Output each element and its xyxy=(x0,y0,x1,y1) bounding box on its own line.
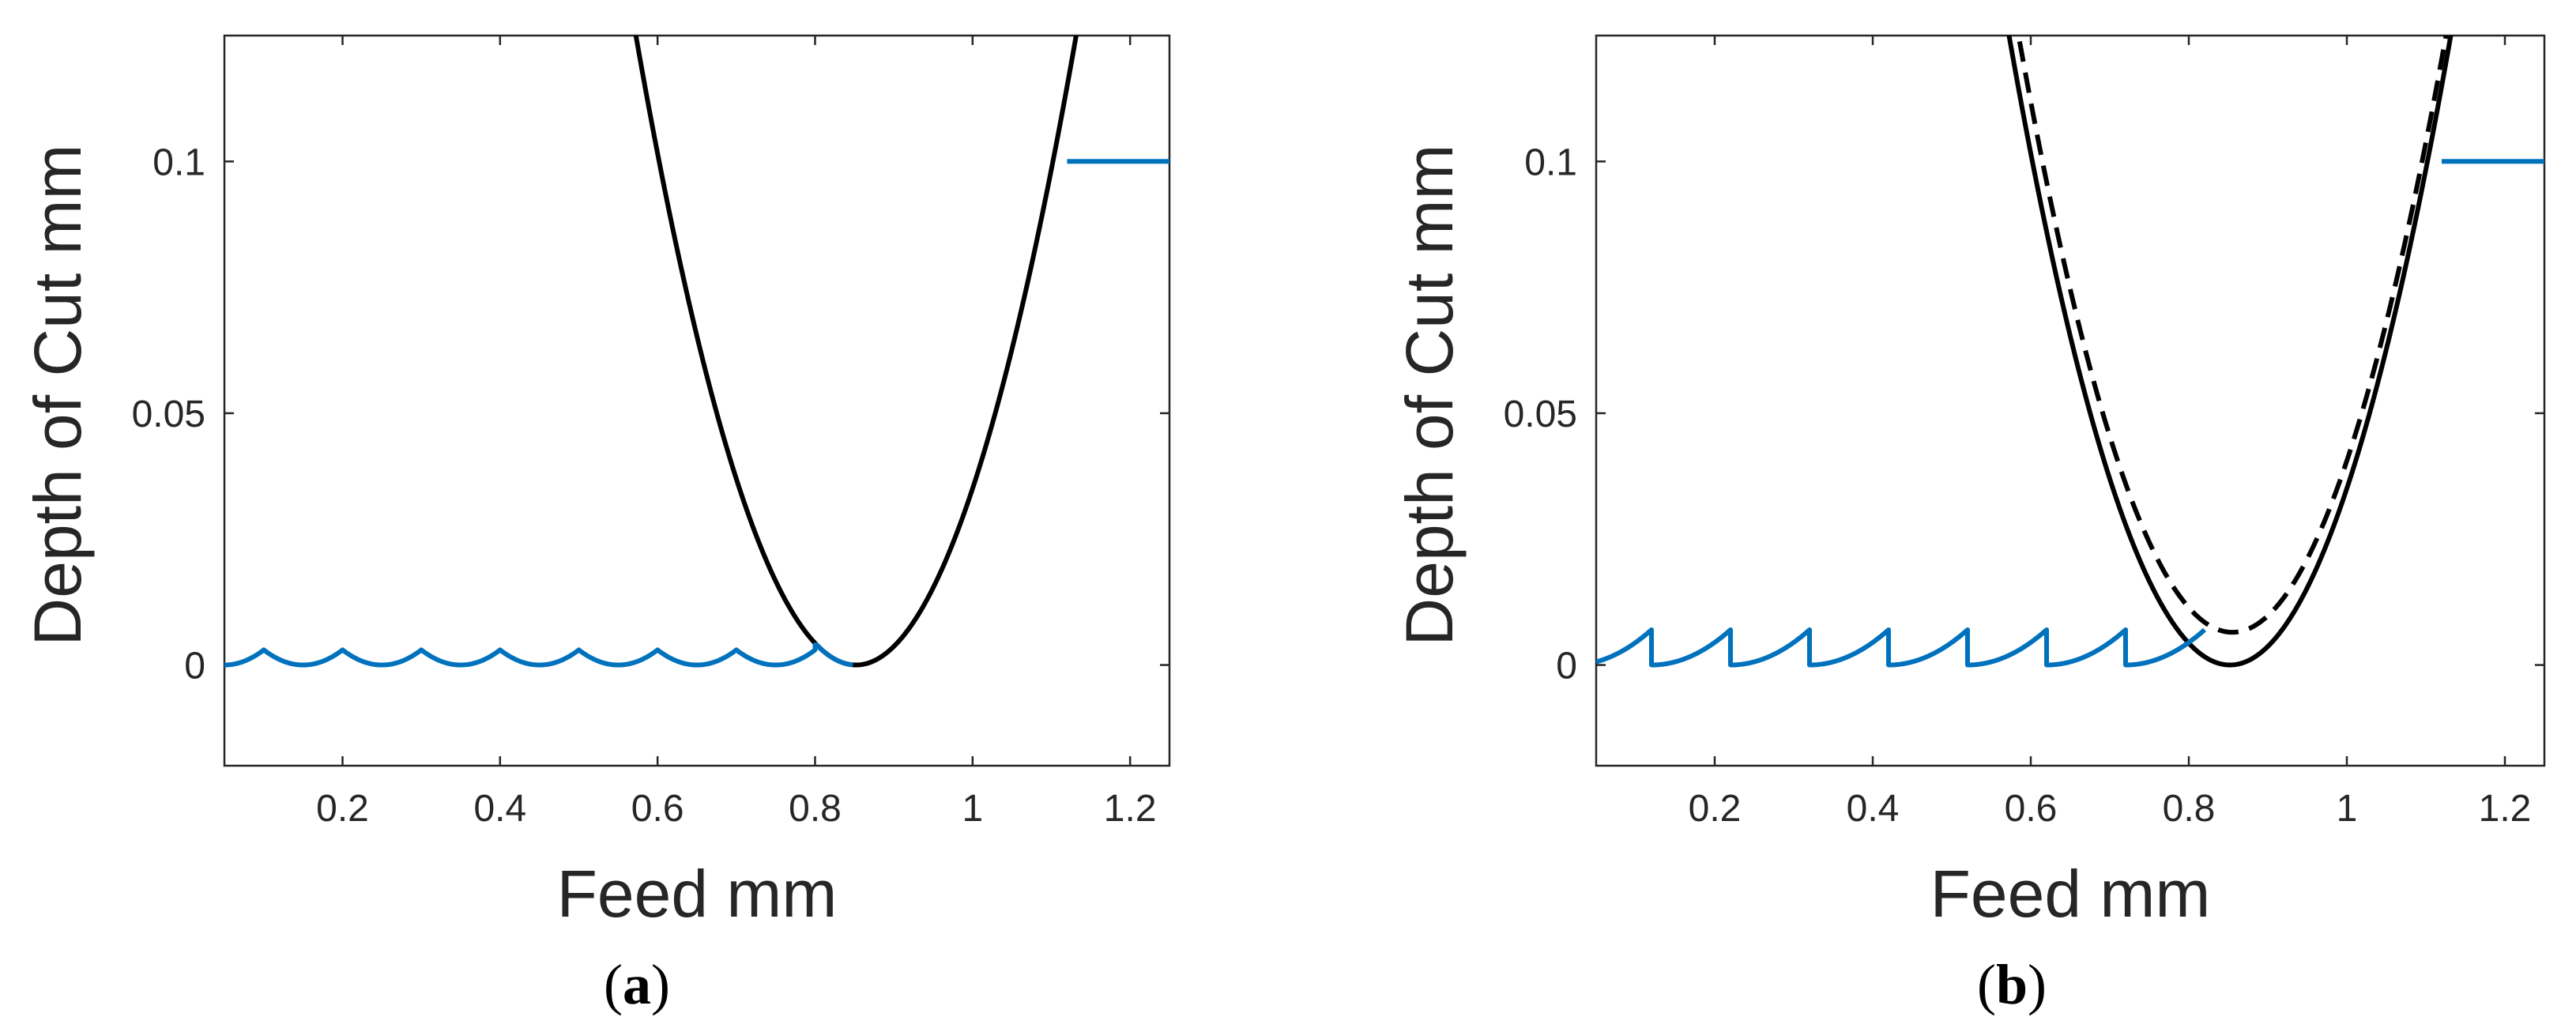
panel-a-xtick-label: 1.2 xyxy=(1104,788,1157,830)
panel-a-xtick-label: 0.8 xyxy=(789,788,842,830)
panel-b-xtick-label: 0.8 xyxy=(2163,788,2216,830)
panel-a-xtick-label: 0.4 xyxy=(473,788,526,830)
panel-b-plot-area xyxy=(1596,36,2544,668)
panel-a-tool-profile-line xyxy=(633,36,1079,668)
panel-a-xtick-label: 0.6 xyxy=(631,788,684,830)
panel-a-ytick-label: 0.05 xyxy=(132,394,205,435)
panel-b-tool-profile-dashed-line xyxy=(2016,36,2449,635)
panel-a-xlabel: Feed mm xyxy=(557,857,838,931)
panel-a-xtick-label: 1 xyxy=(962,788,983,830)
panel-a-ytick-label: 0 xyxy=(184,646,205,687)
panel-b-xtick-label: 0.4 xyxy=(1847,788,1900,830)
panel-a-surface-profile-line xyxy=(224,642,854,668)
panel-b-xtick-label: 0.6 xyxy=(2005,788,2058,830)
panel-a-plot-frame xyxy=(223,34,1171,767)
panel-b-label: (b) xyxy=(1977,953,2047,1016)
panel-b-surface-profile-line xyxy=(1596,627,2206,668)
panel-b-label-letter: b xyxy=(1996,953,2028,1016)
panel-a-label: (a) xyxy=(604,953,670,1016)
panel-a-ytick-label: 0.1 xyxy=(153,141,205,183)
panel-b-ytick-label: 0 xyxy=(1556,646,1577,687)
panel-b: 0.2 0.4 0.6 0.8 1 1.2 0 0.05 0.1 Feed mm Depth o… xyxy=(1392,34,2546,1016)
panel-b-plot-frame xyxy=(1595,34,2546,767)
panel-b-tool-profile-line xyxy=(2006,36,2454,668)
panel-a-label-letter: a xyxy=(623,953,651,1016)
panel-b-series xyxy=(1596,36,2544,668)
panel-b-ytick-label: 0.1 xyxy=(1524,141,1577,183)
panel-b-ytick-label: 0.05 xyxy=(1504,394,1577,435)
panel-b-ticklabels: 0.2 0.4 0.6 0.8 1 1.2 0 0.05 0.1 xyxy=(1504,141,2532,830)
panel-b-xtick-label: 0.2 xyxy=(1689,788,1742,830)
panel-b-xtick-label: 1.2 xyxy=(2479,788,2532,830)
panel-b-xtick-label: 1 xyxy=(2337,788,2358,830)
panel-b-ticks xyxy=(1596,36,2544,766)
panel-b-xlabel: Feed mm xyxy=(1930,857,2211,931)
panel-a-xtick-label: 0.2 xyxy=(316,788,369,830)
panel-a-ticklabels: 0.2 0.4 0.6 0.8 1 1.2 0 0.05 0.1 xyxy=(132,141,1157,830)
panel-a-ylabel: Depth of Cut mm xyxy=(21,145,95,646)
panel-b-ylabel: Depth of Cut mm xyxy=(1392,145,1467,646)
panel-a-plot-area xyxy=(224,36,1169,668)
panel-a: 0.2 0.4 0.6 0.8 1 1.2 0 0.05 0.1 Feed mm Depth o… xyxy=(21,34,1171,1016)
panel-a-ticks xyxy=(224,36,1169,766)
panel-a-series xyxy=(224,36,1169,668)
